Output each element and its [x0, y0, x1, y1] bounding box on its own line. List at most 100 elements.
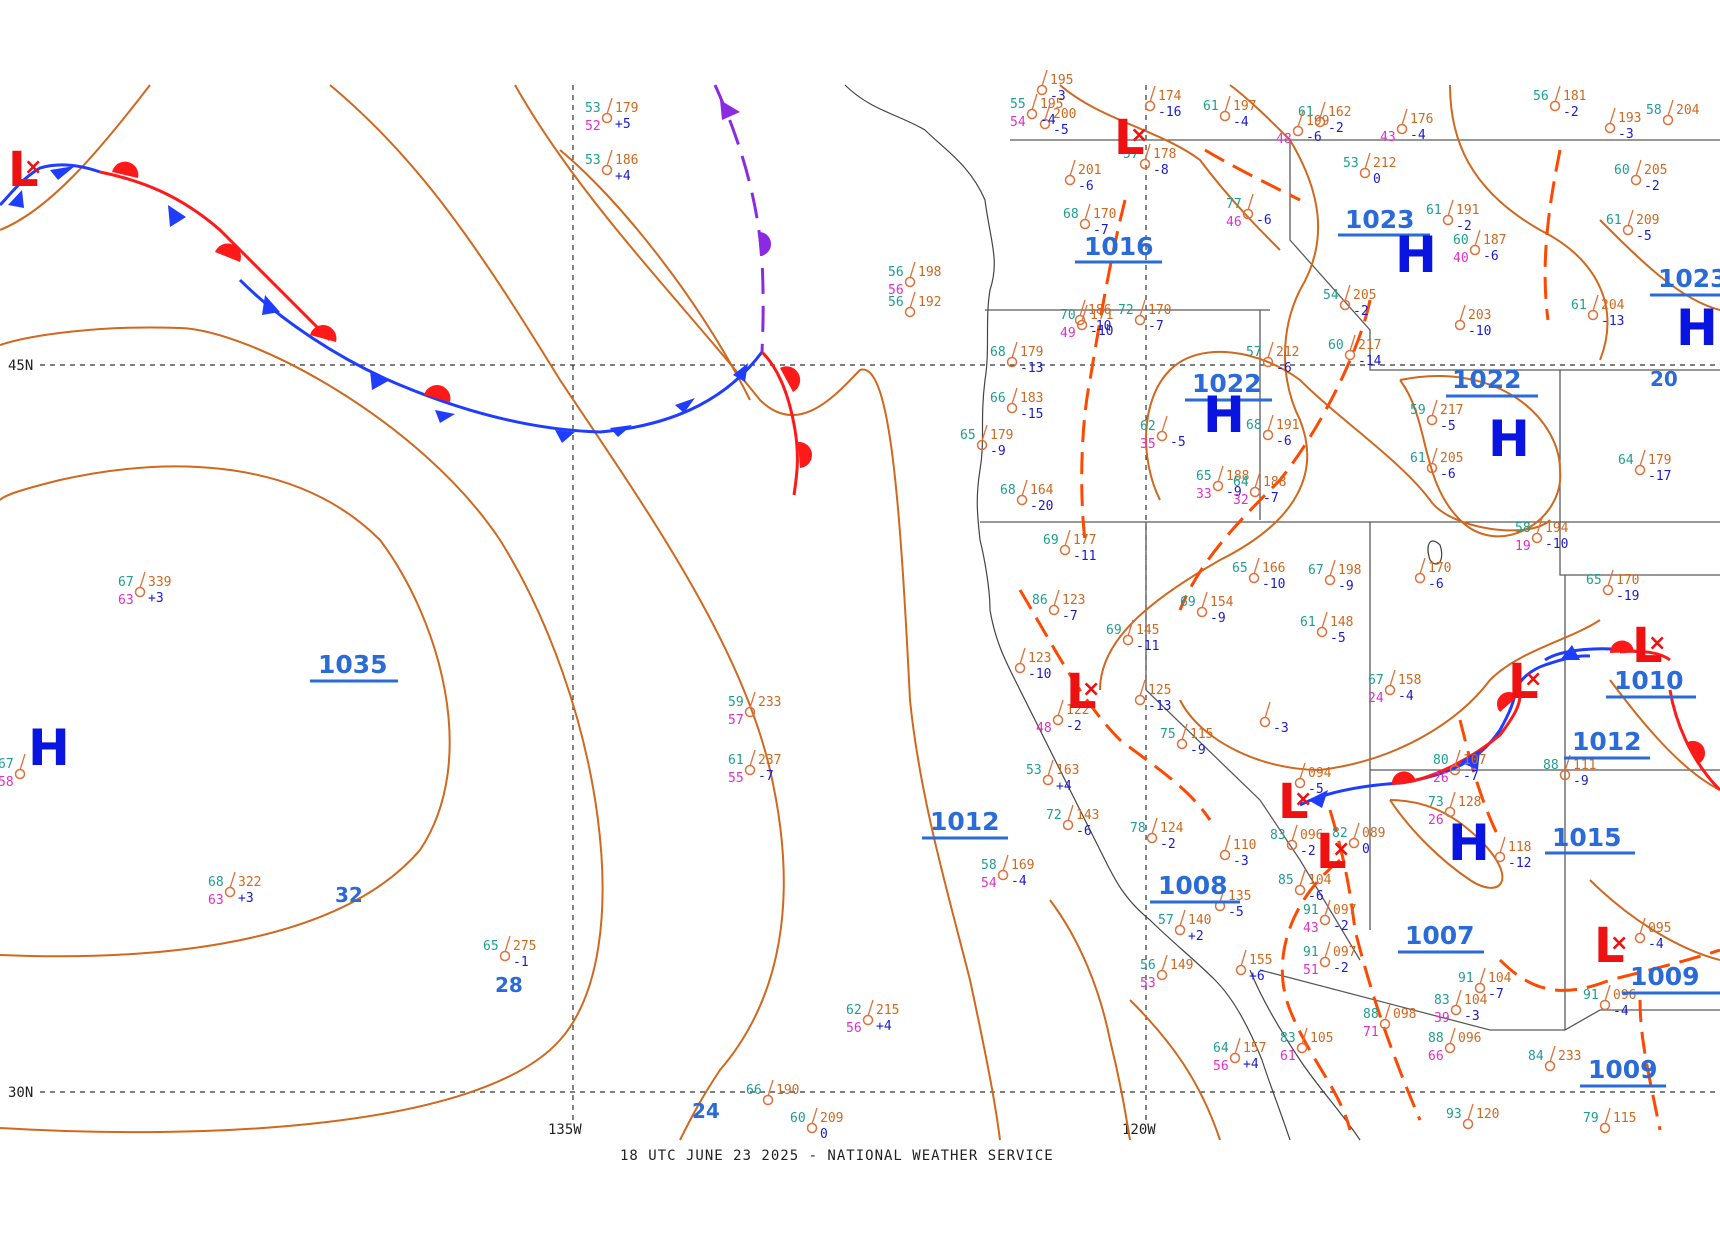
station-pressure: 123 — [1062, 593, 1085, 608]
station-temp: 77 — [1226, 197, 1242, 212]
station-pressure: 204 — [1601, 298, 1625, 313]
station-plot: 201-6 — [1064, 159, 1101, 194]
station-plot: 53 186+4 — [585, 149, 638, 184]
station-tendency: -5 — [1440, 419, 1456, 434]
station-tendency: -15 — [1020, 407, 1043, 422]
station-tendency: -6 — [1276, 361, 1292, 376]
high-oregon: 1022 H — [1185, 369, 1272, 444]
wind-barb — [1449, 791, 1456, 809]
svg-text:×: × — [1332, 837, 1350, 862]
station-pressure: 162 — [1328, 105, 1351, 120]
station-dewpoint: 57 — [728, 713, 744, 728]
station-pressure: 104 — [1464, 993, 1488, 1008]
station-temp: 60 — [1328, 338, 1344, 353]
station-pressure: 170 — [1616, 573, 1639, 588]
station-plot: 200-5 — [1039, 103, 1076, 138]
wind-barb — [1139, 299, 1146, 317]
station-pressure: 187 — [1483, 233, 1506, 248]
station-tendency: -2 — [1066, 719, 1082, 734]
station-plot: 61 148-5 — [1300, 611, 1353, 646]
high-wyoming: 1022 H — [1446, 365, 1538, 468]
station-tendency: +5 — [615, 117, 631, 132]
station-plot: 64 188 32 -7 — [1233, 471, 1286, 508]
station-pressure: 115 — [1613, 1111, 1636, 1126]
station-plot: 56 192 — [888, 291, 941, 318]
station-plot: 56 149 53 — [1140, 954, 1193, 991]
station-tendency: -7 — [1093, 223, 1109, 238]
station-temp: 66 — [990, 391, 1006, 406]
station-tendency: -7 — [1463, 769, 1479, 784]
wind-barb — [1181, 723, 1188, 741]
station-tendency: -10 — [1545, 537, 1568, 552]
station-tendency: 0 — [1362, 842, 1370, 857]
wind-barb — [909, 261, 916, 279]
station-tendency: -7 — [758, 769, 774, 784]
high-arizona: H 1015 — [1448, 814, 1635, 872]
low-nevada: L × — [1066, 664, 1100, 720]
station-pressure: 198 — [918, 265, 941, 280]
station-plot: 61 237 55 -7 — [728, 749, 781, 786]
station-dewpoint: 39 — [1434, 1011, 1450, 1026]
station-plot: 69 154-9 — [1180, 591, 1234, 626]
pressure-label-1009: 1009 — [1630, 962, 1700, 991]
station-temp: 83 — [1270, 828, 1286, 843]
station-pressure: 154 — [1210, 595, 1234, 610]
station-plot: 61 197-4 — [1203, 95, 1256, 130]
isobar-label-1016: 1016 — [1084, 232, 1154, 261]
station-pressure: 199 — [1306, 114, 1329, 129]
station-tendency: -6 — [1078, 179, 1094, 194]
station-plot: 79 115 — [1583, 1107, 1636, 1134]
station-plot: 53 163+4 — [1026, 759, 1079, 794]
station-pressure: 096 — [1458, 1031, 1481, 1046]
station-temp: 53 — [585, 101, 601, 116]
station-temp: 60 — [1614, 163, 1630, 178]
station-tendency: -9 — [1226, 485, 1242, 500]
station-tendency: -9 — [1338, 579, 1354, 594]
station-tendency: -7 — [1148, 319, 1164, 334]
station-tendency: -4 — [1410, 128, 1426, 143]
station-pressure: 089 — [1362, 826, 1385, 841]
station-pressure: 179 — [615, 101, 638, 116]
station-pressure: 125 — [1148, 683, 1171, 698]
station-tendency: -8 — [1153, 163, 1169, 178]
station-tendency: -9 — [990, 444, 1006, 459]
station-tendency: -2 — [1644, 179, 1660, 194]
station-plot: 68 170-7 — [1063, 203, 1116, 238]
station-tendency: -7 — [1263, 491, 1279, 506]
station-temp: 91 — [1303, 903, 1319, 918]
station-temp: 68 — [1063, 207, 1079, 222]
station-pressure: 203 — [1468, 308, 1491, 323]
station-pressure: 096 — [1300, 828, 1323, 843]
station-temp: 57 — [1123, 147, 1139, 162]
station-tendency: -7 — [1062, 609, 1078, 624]
station-temp: 60 — [1453, 233, 1469, 248]
low-pressure-symbol: L — [8, 142, 39, 198]
wind-barb — [1401, 108, 1408, 126]
wind-barb — [1224, 95, 1231, 113]
station-dewpoint: 48 — [1036, 721, 1052, 736]
southwest-fronts — [1299, 640, 1720, 808]
station-plot: 125-13 — [1134, 679, 1171, 714]
station-plot: 59 217-5 — [1410, 399, 1463, 434]
station-temp: 53 — [1343, 156, 1359, 171]
station-plot: 203-10 — [1454, 304, 1491, 339]
station-pressure: 170 — [1093, 207, 1116, 222]
wind-barb — [1264, 701, 1271, 719]
station-plot: 110-3 — [1219, 834, 1256, 869]
station-tendency: -4 — [1011, 874, 1027, 889]
station-plot: 094-5 — [1294, 762, 1332, 797]
station-dewpoint: 49 — [1060, 326, 1076, 341]
station-pressure: 104 — [1488, 971, 1512, 986]
station-temp: 79 — [1583, 1111, 1599, 1126]
station-tendency: -4 — [1648, 937, 1664, 952]
station-temp: 59 — [1410, 403, 1426, 418]
station-tendency: -20 — [1030, 499, 1053, 514]
wind-barb — [1419, 557, 1426, 575]
station-tendency: -17 — [1648, 469, 1671, 484]
station-dewpoint: 32 — [1233, 493, 1249, 508]
station-tendency: -1 — [513, 955, 529, 970]
station-pressure: 188 — [1226, 469, 1249, 484]
wind-barb — [867, 999, 874, 1017]
